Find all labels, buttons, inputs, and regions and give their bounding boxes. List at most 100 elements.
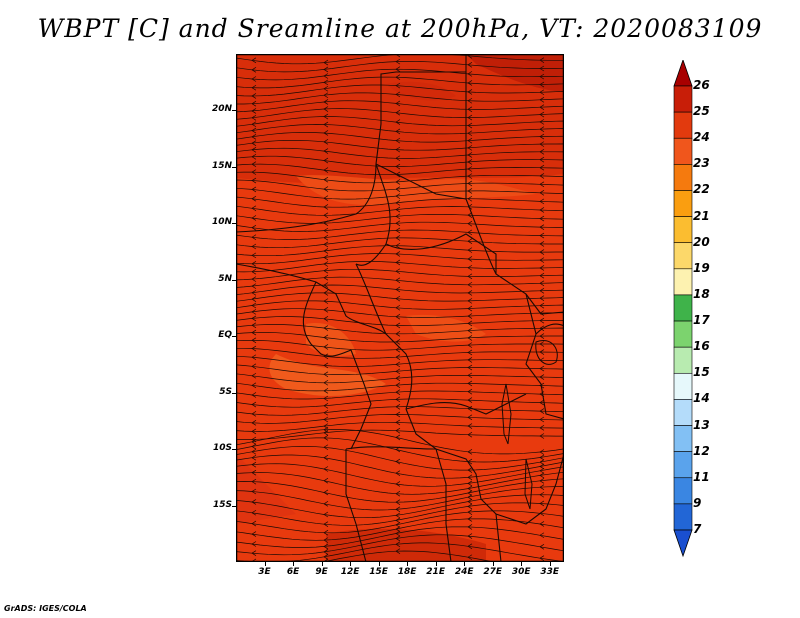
colorbar-level-label: 24 (693, 130, 710, 145)
streamline-arrow (395, 354, 401, 360)
streamline-arrow (395, 490, 401, 497)
streamline-arrow (395, 100, 401, 107)
streamline-arrow (251, 140, 257, 146)
streamline-arrow (251, 499, 257, 505)
wbpt-shading (236, 54, 564, 562)
lon-tick (464, 562, 466, 566)
streamline-arrow (251, 283, 257, 289)
streamline-arrow (251, 169, 257, 175)
streamline-arrow (251, 127, 257, 134)
streamline-arrow (323, 435, 329, 441)
streamline-arrow (323, 148, 329, 154)
streamline-arrow (323, 409, 329, 416)
streamline-arrow (467, 106, 473, 113)
streamline-arrow (395, 227, 401, 234)
streamline-arrow (251, 315, 257, 322)
streamline-arrow (395, 186, 401, 192)
streamline-arrow (395, 119, 401, 125)
streamline-arrow (323, 315, 329, 322)
lat-tick (232, 223, 236, 225)
streamline-arrow (467, 431, 473, 438)
streamline-arrow (467, 305, 473, 312)
colorbar-level-label: 17 (693, 313, 710, 328)
streamline-arrow (395, 368, 401, 375)
streamline-arrow (395, 419, 401, 426)
colorbar-swatch (673, 425, 693, 452)
streamline (236, 347, 564, 359)
streamline (236, 54, 564, 65)
streamline-arrow (323, 85, 329, 92)
streamline-arrow (467, 474, 473, 481)
lat-tick-label: 10N (211, 217, 232, 228)
streamline-arrow (323, 121, 329, 128)
streamline-arrow (251, 100, 257, 107)
map-panel (236, 54, 564, 562)
streamline-arrow (395, 155, 401, 162)
streamline (236, 373, 564, 384)
streamline-arrow (467, 503, 473, 510)
streamline-arrow (467, 130, 473, 137)
streamline-arrow (251, 296, 257, 302)
streamline (236, 486, 564, 511)
streamline-arrow (251, 276, 257, 282)
streamline-arrow (539, 433, 545, 439)
streamline-arrow (395, 548, 401, 555)
streamline-arrow (539, 173, 545, 179)
streamline-arrow (467, 364, 473, 371)
streamline-arrow (323, 66, 329, 73)
streamline-arrow (251, 550, 257, 556)
streamline-arrow (251, 108, 257, 114)
streamline-arrow (395, 470, 401, 476)
streamline-arrow (467, 397, 473, 403)
streamline (236, 308, 564, 318)
streamline-arrow (395, 259, 401, 266)
streamline-arrow (323, 204, 329, 210)
streamline-arrow (539, 295, 545, 302)
streamline-arrow (251, 420, 257, 426)
streamline-arrow (467, 89, 473, 95)
streamline (236, 390, 564, 400)
streamline (236, 196, 564, 208)
streamline-arrow (323, 234, 329, 241)
streamline-arrow (539, 104, 545, 111)
streamline-arrow (539, 249, 545, 255)
lat-tick (232, 166, 236, 168)
streamline-arrow (395, 137, 401, 144)
streamline-arrow (395, 91, 401, 98)
colorbar-level-label: 11 (693, 469, 710, 484)
streamline-arrow (539, 449, 545, 455)
streamline-arrow (323, 195, 329, 202)
streamline-arrow (251, 531, 257, 537)
streamline-arrow (251, 354, 257, 361)
streamline-arrow (539, 317, 545, 324)
streamline-arrow (467, 357, 473, 363)
streamline-arrow (395, 331, 401, 337)
streamline (236, 92, 564, 105)
streamline-arrow (395, 268, 401, 275)
streamline (236, 316, 564, 327)
streamline-arrow (251, 372, 257, 379)
streamline-arrow (539, 491, 545, 498)
streamline-arrow (539, 425, 545, 431)
streamline-arrow (395, 313, 401, 320)
chart-title: WBPT [C] and Sreamline at 200hPa, VT: 20… (37, 14, 763, 43)
streamline (236, 253, 564, 265)
streamline-arrow (467, 320, 473, 327)
colorbar-level-label: 26 (693, 78, 710, 92)
colorbar-swatch (673, 111, 693, 139)
streamline-arrow (395, 251, 401, 257)
streamline-arrow (467, 554, 473, 561)
streamline-arrow (467, 543, 473, 550)
streamline-arrow (395, 66, 401, 73)
streamline-arrow (539, 189, 545, 196)
streamline-arrow (323, 537, 329, 543)
streamline-arrow (395, 58, 401, 65)
streamline-arrow (251, 411, 257, 417)
streamline-arrow (467, 281, 473, 288)
streamline-arrow (323, 549, 329, 555)
streamline-arrow (395, 530, 401, 537)
streamline (236, 245, 564, 257)
streamline-arrow (323, 554, 329, 560)
lat-tick-label: 10S (212, 443, 232, 454)
streamline-arrow (323, 113, 329, 120)
